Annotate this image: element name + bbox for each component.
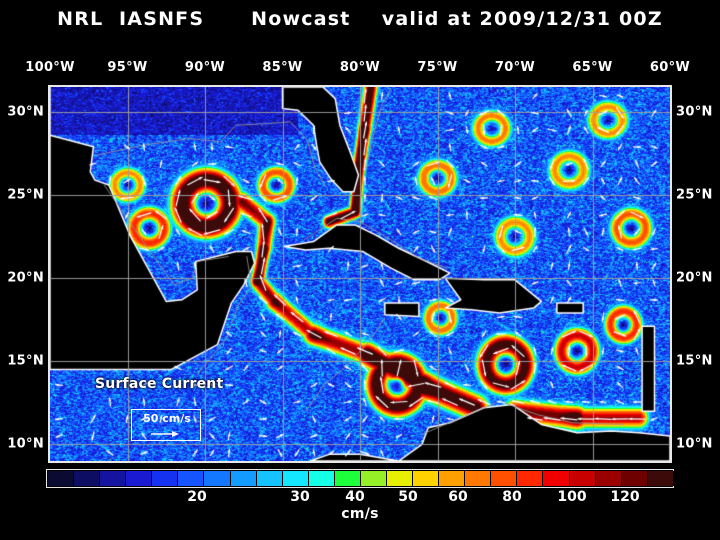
lat-tick-label-left: 20°N: [7, 270, 44, 286]
map-plot-frame: [48, 85, 672, 463]
lon-tick-label: 70°W: [494, 60, 536, 75]
colorbar-block: [360, 471, 388, 486]
colorbar-block: [230, 471, 257, 486]
colorbar-block: [48, 471, 75, 486]
lon-tick-label: 100°W: [25, 60, 75, 75]
colorbar-unit-label: cm/s: [341, 506, 379, 522]
lat-tick-label-left: 10°N: [7, 436, 44, 452]
colorbar-block: [126, 471, 153, 486]
lon-tick-label: 65°W: [572, 60, 613, 75]
vector-scale-label: 50 cm/s: [143, 412, 191, 425]
lon-tick-label: 75°W: [417, 60, 458, 75]
colorbar-tick-label: 60: [448, 489, 468, 505]
colorbar-tick-label: 50: [398, 489, 418, 505]
colorbar-block: [100, 471, 127, 486]
surface-current-label: Surface Current: [95, 376, 224, 392]
colorbar-block: [387, 471, 414, 486]
vector-scale-box: 50 cm/s: [131, 409, 201, 441]
lat-tick-label-left: 15°N: [7, 353, 44, 369]
colorbar-strip: [48, 471, 674, 486]
lat-tick-label-left: 30°N: [7, 104, 44, 120]
lat-tick-label-right: 20°N: [676, 270, 713, 286]
page-title: NRL IASNFS Nowcast valid at 2009/12/31 0…: [57, 8, 663, 30]
colorbar-block: [439, 471, 466, 486]
lat-tick-label-right: 10°N: [676, 436, 713, 452]
colorbar-block: [178, 471, 205, 486]
colorbar-block: [595, 471, 622, 486]
colorbar-tick-label: 30: [290, 489, 310, 505]
colorbar-block: [74, 471, 101, 486]
colorbar-block: [308, 471, 335, 486]
lat-tick-label-left: 25°N: [7, 187, 44, 203]
colorbar-block: [543, 471, 570, 486]
colorbar-block: [282, 471, 309, 486]
lat-tick-label-right: 15°N: [676, 353, 713, 369]
colorbar-tick-label: 20: [187, 489, 207, 505]
colorbar-block: [621, 471, 648, 486]
colorbar-block: [152, 471, 179, 486]
lon-tick-label: 90°W: [184, 60, 226, 75]
colorbar-block: [413, 471, 440, 486]
colorbar-tick-label: 100: [557, 489, 587, 505]
colorbar-block: [517, 471, 544, 486]
colorbar-block: [569, 471, 596, 486]
colorbar-block: [647, 471, 674, 486]
colorbar: [46, 469, 674, 488]
lat-tick-label-right: 30°N: [676, 104, 713, 120]
colorbar-block: [334, 471, 361, 486]
lat-tick-label-right: 25°N: [676, 187, 713, 203]
lon-tick-label: 85°W: [262, 60, 303, 75]
colorbar-tick-label: 80: [502, 489, 522, 505]
colorbar-block: [465, 471, 492, 486]
lon-tick-label: 95°W: [107, 60, 148, 75]
surface-current-heatmap: [50, 87, 670, 461]
colorbar-block: [491, 471, 518, 486]
colorbar-block: [256, 471, 283, 486]
colorbar-block: [204, 471, 231, 486]
colorbar-tick-label: 40: [345, 489, 365, 505]
lon-tick-label: 80°W: [339, 60, 381, 75]
right-arrow-icon: [151, 431, 179, 437]
colorbar-tick-label: 120: [610, 489, 640, 505]
lon-tick-label: 60°W: [649, 60, 691, 75]
